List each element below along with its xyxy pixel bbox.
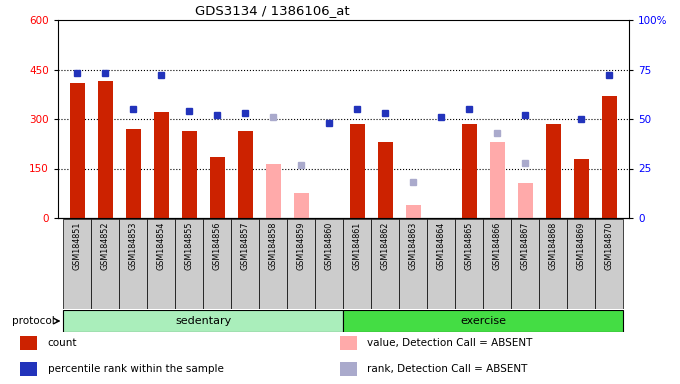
Bar: [343, 219, 371, 309]
Bar: [182, 131, 197, 218]
Bar: [371, 219, 399, 309]
Text: GSM184859: GSM184859: [297, 222, 306, 270]
Bar: [406, 205, 421, 218]
Bar: [428, 219, 456, 309]
Bar: [209, 157, 225, 218]
Text: exercise: exercise: [460, 316, 507, 326]
Bar: [63, 310, 343, 332]
Bar: [602, 96, 617, 218]
Text: GDS3134 / 1386106_at: GDS3134 / 1386106_at: [194, 4, 350, 17]
Bar: [567, 219, 596, 309]
Text: GSM184856: GSM184856: [213, 222, 222, 270]
Bar: [316, 219, 343, 309]
Text: GSM184862: GSM184862: [381, 222, 390, 270]
Bar: [511, 219, 539, 309]
Text: GSM184869: GSM184869: [577, 222, 586, 270]
Bar: [175, 219, 203, 309]
Text: GSM184868: GSM184868: [549, 222, 558, 270]
Bar: [203, 219, 231, 309]
Bar: [238, 131, 253, 218]
Text: count: count: [48, 338, 77, 348]
Bar: [231, 219, 259, 309]
Text: sedentary: sedentary: [175, 316, 231, 326]
Bar: [399, 219, 428, 309]
Bar: [490, 142, 505, 218]
Bar: [517, 183, 533, 218]
Bar: [98, 81, 113, 218]
Bar: [126, 129, 141, 218]
Text: percentile rank within the sample: percentile rank within the sample: [48, 364, 224, 374]
Bar: [350, 124, 365, 218]
Text: GSM184867: GSM184867: [521, 222, 530, 270]
Text: GSM184858: GSM184858: [269, 222, 278, 270]
Text: GSM184866: GSM184866: [493, 222, 502, 270]
Bar: [154, 113, 169, 218]
Bar: [20, 336, 37, 350]
Bar: [266, 164, 281, 218]
Bar: [539, 219, 567, 309]
Bar: [343, 310, 624, 332]
Bar: [596, 219, 624, 309]
Bar: [574, 159, 589, 218]
Text: GSM184854: GSM184854: [157, 222, 166, 270]
Bar: [294, 193, 309, 218]
Bar: [377, 142, 393, 218]
Bar: [340, 336, 357, 350]
Bar: [340, 362, 357, 376]
Text: GSM184864: GSM184864: [437, 222, 446, 270]
Text: GSM184851: GSM184851: [73, 222, 82, 270]
Text: GSM184853: GSM184853: [129, 222, 138, 270]
Text: value, Detection Call = ABSENT: value, Detection Call = ABSENT: [367, 338, 532, 348]
Text: GSM184852: GSM184852: [101, 222, 110, 270]
Bar: [70, 83, 85, 218]
Bar: [288, 219, 316, 309]
Text: rank, Detection Call = ABSENT: rank, Detection Call = ABSENT: [367, 364, 528, 374]
Bar: [148, 219, 175, 309]
Bar: [546, 124, 561, 218]
Bar: [63, 219, 91, 309]
Text: GSM184857: GSM184857: [241, 222, 250, 270]
Text: protocol: protocol: [12, 316, 54, 326]
Bar: [456, 219, 483, 309]
Text: GSM184860: GSM184860: [325, 222, 334, 270]
Text: GSM184855: GSM184855: [185, 222, 194, 270]
Bar: [462, 124, 477, 218]
Bar: [20, 362, 37, 376]
Bar: [120, 219, 148, 309]
Text: GSM184870: GSM184870: [605, 222, 614, 270]
Bar: [91, 219, 120, 309]
Text: GSM184861: GSM184861: [353, 222, 362, 270]
Text: GSM184863: GSM184863: [409, 222, 418, 270]
Bar: [483, 219, 511, 309]
Bar: [259, 219, 288, 309]
Text: GSM184865: GSM184865: [465, 222, 474, 270]
